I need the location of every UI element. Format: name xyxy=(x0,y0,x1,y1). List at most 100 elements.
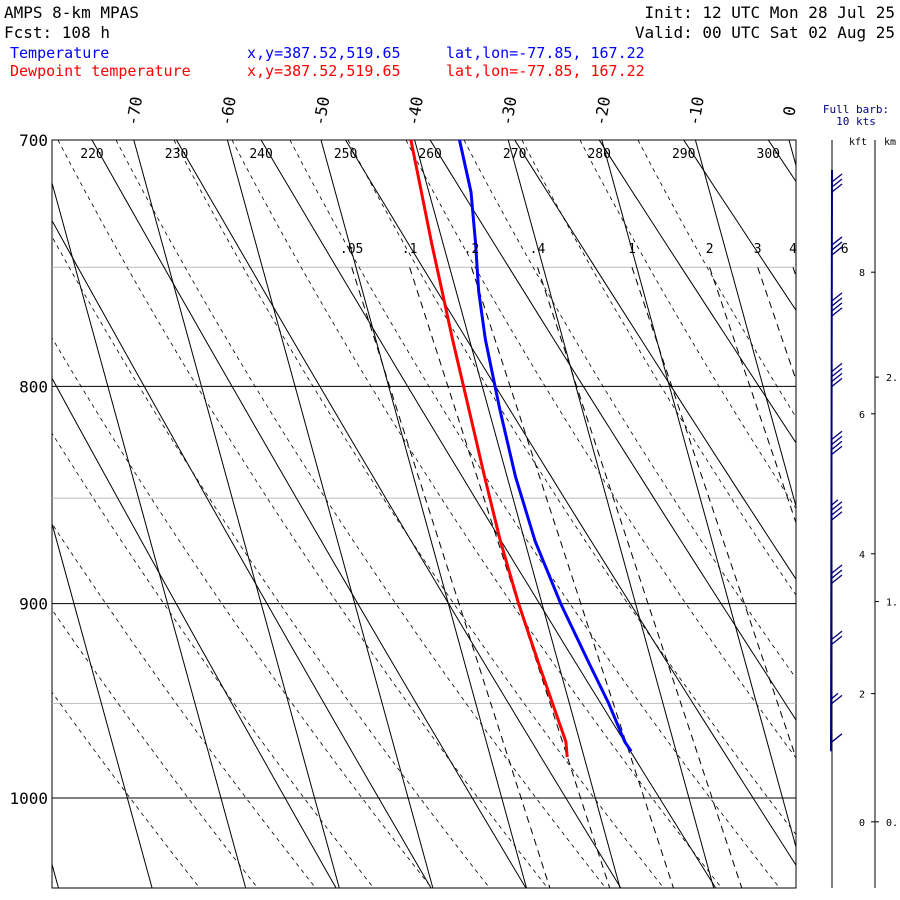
dry-adiabat-line xyxy=(429,140,796,721)
temperature-tick-label: -70 xyxy=(123,95,147,127)
wind-barb xyxy=(831,173,843,193)
height-axis: 0 2 4 6 8 0. 1. 2. xyxy=(859,140,898,888)
moist-adiabat-line xyxy=(579,140,796,510)
wind-barb xyxy=(831,630,843,645)
mixing-ratio-line xyxy=(757,267,796,382)
moist-adiabat-line xyxy=(521,140,796,596)
wind-barb xyxy=(831,499,843,521)
moist-adiabat-line xyxy=(52,691,201,888)
dry-adiabat-label: 220 xyxy=(80,147,103,162)
moist-adiabat-line xyxy=(52,608,259,888)
km-axis-label: km xyxy=(884,137,896,148)
wind-barb xyxy=(831,733,843,743)
kft-axis-label: kft xyxy=(849,137,867,148)
moist-adiabat-line xyxy=(405,140,796,759)
mixing-ratio-line xyxy=(351,267,551,888)
temperature-latlon: lat,lon=-77.85, 167.22 xyxy=(446,44,645,62)
moist-adiabat-line xyxy=(463,140,796,679)
dewpoint-profile xyxy=(409,139,569,758)
mixing-ratio-line xyxy=(409,267,611,888)
dry-adiabat-line xyxy=(345,140,796,867)
dry-adiabat-line xyxy=(91,140,527,888)
mixing-ratio-label: 6 xyxy=(841,242,849,257)
kft-tick-label: 2 xyxy=(859,690,865,701)
temperature-tick-label: -50 xyxy=(310,95,334,127)
moist-adiabat-line xyxy=(52,337,433,888)
dry-adiabat-line xyxy=(514,140,796,581)
barb-note-line2: 10 kts xyxy=(836,115,876,128)
moist-adiabat-line xyxy=(115,140,607,888)
isotherm-line xyxy=(883,140,900,888)
dewpoint-xy: x,y=387.52,519.65 xyxy=(247,62,401,80)
moist-adiabat-line xyxy=(347,140,796,836)
dewpoint-latlon: lat,lon=-77.85, 167.22 xyxy=(446,62,645,80)
temperature-tick-label: -40 xyxy=(403,95,427,127)
dewpoint-legend: Dewpoint temperature xyxy=(10,62,191,80)
moist-adiabat-line xyxy=(231,140,723,888)
moist-adiabat-line xyxy=(52,432,375,888)
moist-adiabat-line xyxy=(57,140,549,888)
mixing-ratio-label: .05 xyxy=(340,242,363,257)
dry-adiabat-line xyxy=(260,140,717,888)
mixing-ratio-lines xyxy=(351,267,796,888)
dry-adiabat-line xyxy=(683,140,796,312)
wind-barb xyxy=(831,430,843,455)
mixing-ratio-label: .2 xyxy=(464,242,480,257)
wind-barb xyxy=(831,362,843,387)
wind-profile xyxy=(830,140,843,888)
dry-adiabat-label: 300 xyxy=(757,147,780,162)
isotherm-line xyxy=(507,140,715,888)
moist-adiabat-line xyxy=(173,140,665,888)
isotherm-line xyxy=(601,140,796,849)
dry-adiabat-line xyxy=(175,140,622,888)
moist-adiabat-line xyxy=(289,140,781,888)
mixing-ratio-line xyxy=(631,267,796,760)
dry-adiabat-label: 230 xyxy=(165,147,188,162)
moist-adiabat-lines xyxy=(52,140,796,888)
temperature-tick-label: -10 xyxy=(684,95,708,127)
sounding-series xyxy=(409,139,633,758)
mixing-ratio-line xyxy=(471,267,675,888)
km-tick-label: 2. xyxy=(886,373,898,384)
wind-barb xyxy=(831,692,843,704)
mixing-ratio-line xyxy=(709,267,796,525)
dry-adiabat-label: 290 xyxy=(672,147,695,162)
km-tick-label: 1. xyxy=(886,598,898,609)
model-title: AMPS 8-km MPAS xyxy=(4,3,139,22)
moist-adiabat-line xyxy=(637,140,796,418)
isotherm-line xyxy=(414,140,621,888)
isotherm-lines xyxy=(52,140,900,888)
mixing-ratio-label: 2 xyxy=(706,242,714,257)
dry-adiabat-label: 240 xyxy=(249,147,272,162)
isotherm-line xyxy=(320,140,527,888)
mixing-ratio-label: .4 xyxy=(530,242,546,257)
isotherm-line xyxy=(52,862,59,888)
isotherm-line xyxy=(133,140,340,888)
temperature-profile xyxy=(458,139,633,753)
kft-tick-label: 0 xyxy=(859,818,865,829)
mixing-ratio-label: 1 xyxy=(628,242,636,257)
dry-adiabat-line xyxy=(598,140,796,444)
dry-adiabat-lines xyxy=(52,140,796,888)
moist-adiabat-line xyxy=(52,523,317,888)
mixing-ratio-label: 4 xyxy=(789,242,797,257)
dry-adiabat-line xyxy=(52,219,432,888)
isotherm-line xyxy=(52,181,247,888)
temperature-tick-label: -60 xyxy=(216,95,240,127)
temperature-tick-label: 0 xyxy=(779,105,799,118)
mixing-ratio-line xyxy=(792,267,796,278)
isotherm-line xyxy=(52,521,153,888)
pressure-tick-label: 800 xyxy=(19,377,48,396)
mixing-ratio-label: .1 xyxy=(402,242,418,257)
mixing-ratio-label: 3 xyxy=(754,242,762,257)
barb-note-line1: Full barb: xyxy=(823,103,889,116)
wind-barb xyxy=(831,564,843,584)
dry-adiabat-label: 260 xyxy=(418,147,441,162)
kft-tick-label: 8 xyxy=(859,268,865,279)
isotherm-line xyxy=(694,140,796,509)
km-tick-label: 0. xyxy=(886,818,898,829)
pressure-tick-label: 900 xyxy=(19,595,48,614)
valid-time: Valid: 00 UTC Sat 02 Aug 25 xyxy=(635,23,895,42)
dry-adiabat-label: 250 xyxy=(334,147,357,162)
